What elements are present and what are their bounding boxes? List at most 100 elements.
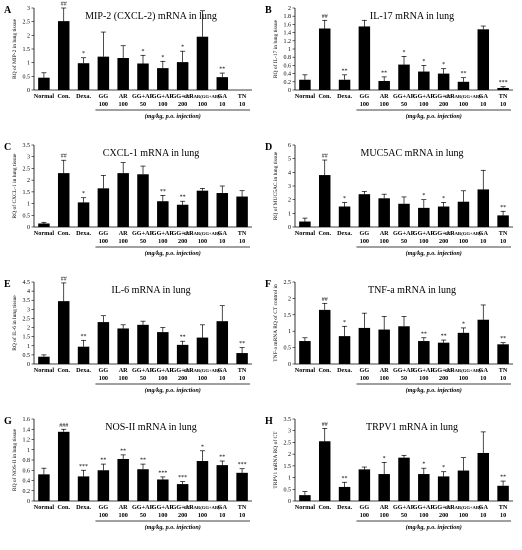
- x-tick-dose: 200: [178, 375, 187, 382]
- x-tick-label: GG+AR(GG+AR)³: [445, 368, 483, 373]
- y-tick-label: 0.4: [23, 479, 31, 485]
- y-tick-label: 1: [288, 329, 291, 335]
- bar: [38, 356, 50, 364]
- y-tick-label: 0: [27, 362, 30, 368]
- x-tick-label: GG+AR(GG+AR)³: [184, 94, 222, 99]
- group-caption: (mg/kg, p.o. injection): [145, 113, 201, 120]
- x-tick-label: TN: [238, 93, 247, 100]
- y-tick-label: 1: [27, 448, 30, 454]
- x-tick-dose: 100: [380, 101, 389, 108]
- x-tick-dose: 100: [198, 238, 207, 245]
- x-tick-label: GG+AR: [393, 93, 416, 100]
- significance-label: **: [460, 71, 466, 77]
- x-tick-label: GG+AR(GG+AR)³: [184, 505, 222, 510]
- bar: [497, 215, 509, 227]
- significance-label: **: [381, 70, 387, 76]
- x-tick-label: Con.: [57, 93, 70, 100]
- x-tick-label: AR: [380, 93, 389, 100]
- x-tick-label: GG+AR(GG+AR)³: [184, 231, 222, 236]
- bar: [338, 486, 351, 501]
- x-tick-dose: 200: [439, 375, 448, 382]
- x-tick-label: Normal: [295, 230, 316, 237]
- bar: [216, 77, 229, 90]
- significance-label: **: [81, 334, 87, 340]
- bar: [38, 474, 50, 501]
- x-tick-label: GG: [99, 367, 109, 374]
- x-tick-label: Dexa.: [337, 230, 352, 237]
- y-tick-label: 0.6: [284, 63, 292, 69]
- x-tick-label: Con.: [57, 367, 70, 374]
- y-tick-label: 0.8: [23, 458, 31, 464]
- x-tick-dose: 10: [480, 238, 486, 245]
- x-tick-label: GG: [360, 93, 370, 100]
- x-tick-label: GG: [360, 230, 370, 237]
- x-tick-dose: 100: [380, 238, 389, 245]
- bar: [137, 63, 149, 90]
- x-tick-dose: 100: [360, 375, 369, 382]
- significance-label: *: [442, 465, 445, 471]
- bar: [176, 62, 189, 90]
- x-tick-dose: 100: [419, 375, 428, 382]
- x-tick-dose: 100: [459, 512, 468, 519]
- group-caption: (mg/kg, p.o. injection): [406, 113, 462, 120]
- y-tick-label: 1.5: [23, 335, 31, 341]
- bar: [196, 461, 209, 501]
- x-tick-dose: 10: [239, 238, 245, 245]
- panel-a: A MIP-2 (CXCL-2) mRNA in lung RQ of MIP-2 …: [0, 0, 261, 137]
- y-tick-label: 6: [288, 143, 291, 149]
- bar: [378, 329, 390, 364]
- significance-label: ###: [59, 423, 68, 429]
- bar: [318, 175, 331, 227]
- bar: [358, 327, 371, 364]
- y-tick-label: 1.2: [23, 438, 31, 444]
- x-tick-dose: 200: [178, 512, 187, 519]
- x-tick-label: AR: [119, 367, 128, 374]
- bar: [236, 472, 248, 501]
- x-tick-dose: 10: [219, 512, 225, 519]
- significance-label: *: [442, 62, 445, 68]
- y-tick-label: 1: [288, 211, 291, 217]
- y-axis-label: RQ of MUC5AC in lung tissue: [272, 151, 279, 220]
- bar: [457, 470, 470, 501]
- bar: [477, 189, 490, 227]
- significance-label: **: [500, 336, 506, 342]
- x-tick-label: TN: [499, 230, 508, 237]
- bar: [196, 36, 209, 90]
- significance-label: **: [500, 475, 506, 481]
- y-tick-label: 0.5: [284, 346, 292, 352]
- x-tick-label: GG+AR: [132, 93, 155, 100]
- bar: [216, 465, 229, 501]
- x-tick-dose: 100: [360, 512, 369, 519]
- x-tick-dose: 100: [99, 238, 108, 245]
- bar: [378, 80, 390, 90]
- x-tick-label: GG+AR(GG+AR)³: [445, 505, 483, 510]
- bar: [117, 328, 129, 364]
- panel-g: G NOS-II mRNA in lung RQ of NOS-II in lung…: [0, 411, 261, 548]
- y-tick-label: 1.6: [23, 417, 31, 423]
- x-tick-label: GA: [218, 93, 228, 100]
- y-axis-label: RQ of NOS-II in lung tissue: [11, 428, 18, 491]
- bar: [236, 196, 248, 227]
- y-tick-label: 0.8: [284, 55, 292, 61]
- y-tick-label: 0: [27, 88, 30, 94]
- bar: [77, 346, 90, 364]
- bar: [38, 223, 50, 227]
- y-tick-label: 2: [288, 198, 291, 204]
- x-tick-label: GG: [360, 367, 370, 374]
- significance-label: *: [343, 320, 346, 326]
- x-tick-label: GA: [218, 230, 228, 237]
- x-tick-label: TN: [238, 504, 247, 511]
- bar: [418, 207, 430, 227]
- y-axis-label: RQ of MIP-2 in lung tissue: [11, 18, 18, 79]
- bar: [137, 324, 149, 364]
- chart-title: NOS-II mRNA in lung: [105, 422, 196, 433]
- y-tick-label: 0: [27, 499, 30, 505]
- bar: [318, 441, 331, 501]
- bar: [137, 174, 149, 227]
- bar: [318, 309, 331, 364]
- x-tick-label: GG+AR(GG+AR)³: [445, 231, 483, 236]
- x-tick-dose: 10: [239, 512, 245, 519]
- significance-label: *: [82, 191, 85, 197]
- chart-title: IL-6 mRNA in lung: [111, 285, 190, 296]
